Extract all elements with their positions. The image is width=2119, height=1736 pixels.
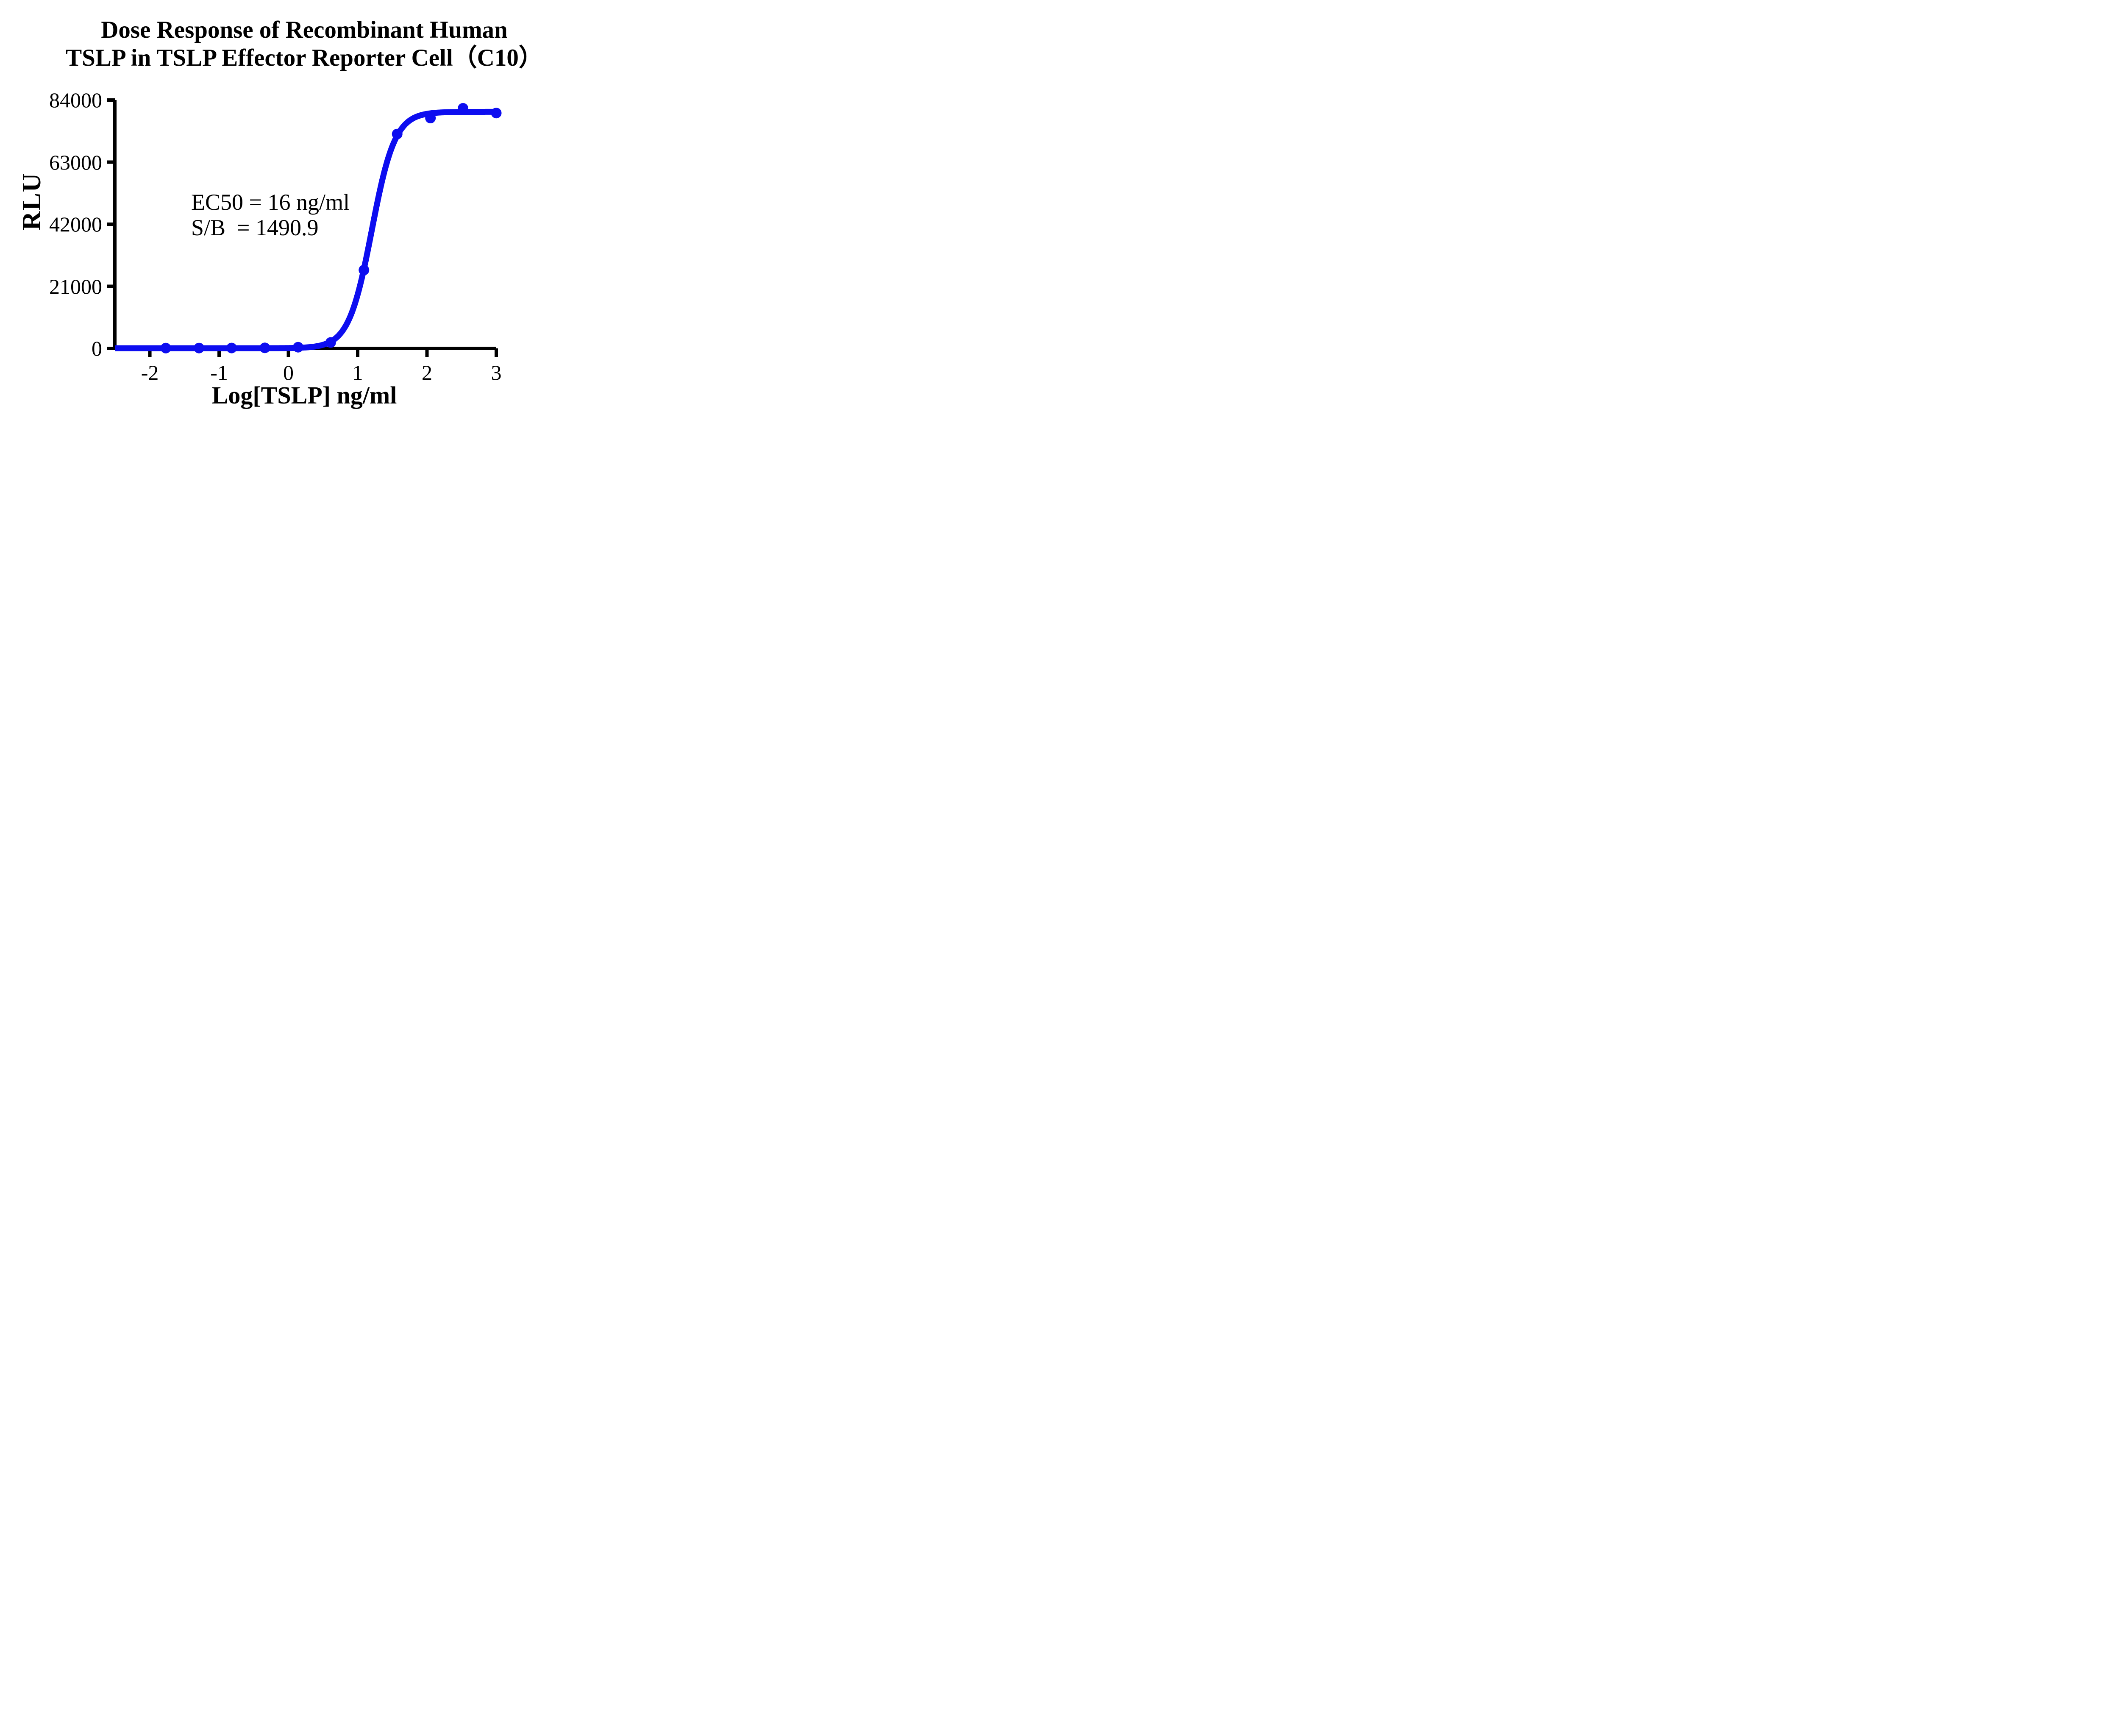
data-point (259, 342, 270, 353)
x-axis-title: Log[TSLP] ng/ml (211, 381, 397, 409)
x-tick-label: 2 (422, 361, 432, 384)
x-tick-label: 1 (352, 361, 363, 384)
x-tick-label: 0 (283, 361, 294, 384)
data-point (226, 342, 237, 353)
y-axis-title: RLU (17, 172, 46, 231)
y-tick-label: 84000 (49, 88, 102, 112)
chart-title-line2: TSLP in TSLP Effector Reporter Cell（C10） (66, 45, 543, 71)
data-point (425, 113, 436, 124)
data-point (491, 108, 502, 119)
plot-canvas (107, 98, 502, 357)
y-tick-label: 63000 (49, 150, 102, 174)
x-tick-label: -1 (210, 361, 228, 384)
x-tick-label: -2 (141, 361, 159, 384)
data-point (458, 103, 469, 114)
annotation-ec50: EC50 = 16 ng/ml (191, 189, 350, 215)
figure: Dose Response of Recombinant Human TSLP … (0, 0, 553, 434)
chart-title: Dose Response of Recombinant Human TSLP … (55, 16, 553, 72)
chart-title-line1: Dose Response of Recombinant Human (101, 17, 508, 43)
data-point (292, 342, 303, 353)
y-tick-label: 42000 (49, 212, 102, 236)
annotation-sb: S/B = 1490.9 (191, 215, 319, 240)
data-point (160, 342, 171, 353)
data-point (392, 128, 403, 139)
data-point (325, 337, 336, 348)
fit-curve (112, 108, 498, 351)
data-point (194, 342, 205, 353)
x-tick-label: 3 (491, 361, 502, 384)
y-tick-label: 0 (92, 337, 102, 360)
y-tick-label: 21000 (49, 274, 102, 298)
data-point (359, 264, 370, 275)
